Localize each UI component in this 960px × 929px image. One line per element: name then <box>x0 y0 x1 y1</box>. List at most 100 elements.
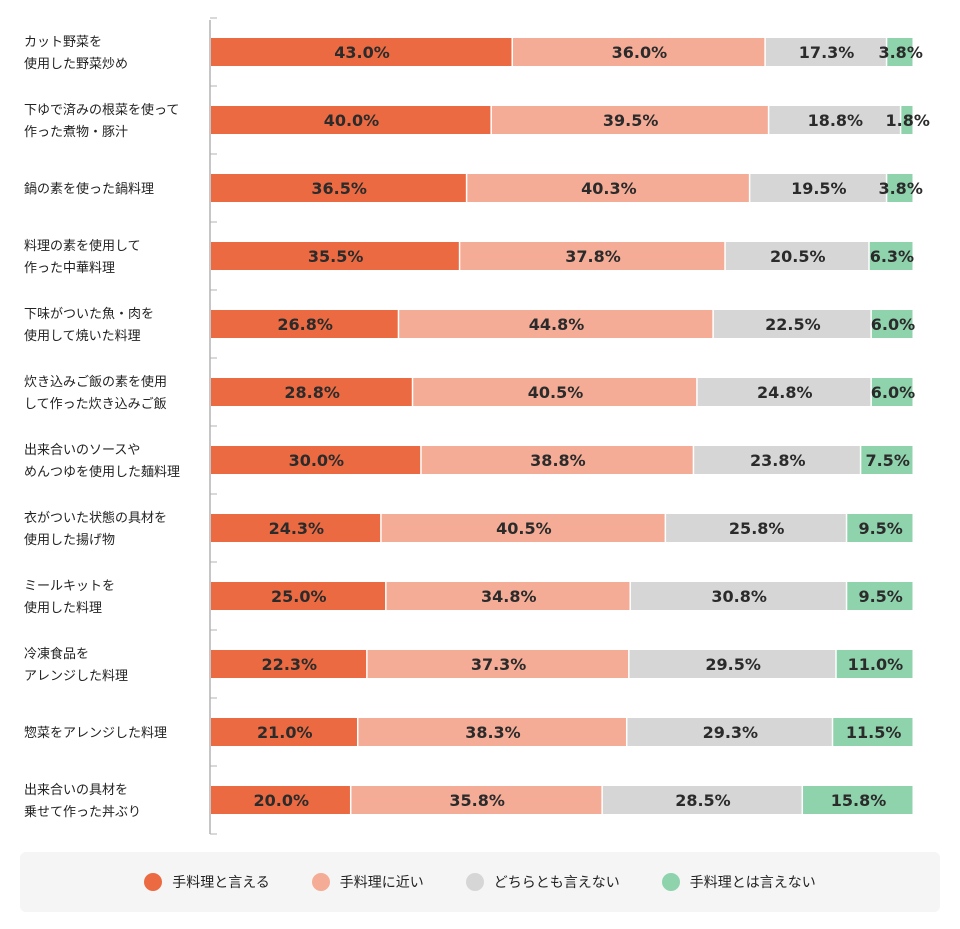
data-label: 7.5% <box>865 451 909 470</box>
data-label: 21.0% <box>257 723 313 742</box>
bar-segment <box>836 650 913 678</box>
data-label: 1.8% <box>885 111 929 130</box>
bar-segment <box>750 174 886 202</box>
bar-segment <box>413 378 697 406</box>
bar-segment <box>694 446 860 474</box>
bar-segment <box>421 446 693 474</box>
bar-segment <box>211 378 412 406</box>
data-label: 11.5% <box>846 723 902 742</box>
data-label: 20.5% <box>770 247 826 266</box>
bar-segment <box>847 514 913 542</box>
data-label: 35.8% <box>449 791 505 810</box>
data-label: 35.5% <box>308 247 364 266</box>
bar-segment <box>861 446 913 474</box>
category-label: 惣菜をアレンジした料理 <box>24 726 167 741</box>
data-label: 6.3% <box>870 247 914 266</box>
bar-segment <box>512 38 765 66</box>
bar-segment <box>211 446 421 474</box>
legend-item: 手料理と言える <box>144 872 270 892</box>
data-label: 37.3% <box>471 655 527 674</box>
bar-segment <box>211 38 512 66</box>
data-label: 23.8% <box>750 451 806 470</box>
bar-segment <box>725 242 869 270</box>
chart-area: カット野菜を使用した野菜炒め 43.0% 36.0% 17.3% 3.8% 下ゆで済みの根… <box>24 17 930 835</box>
bar-segment <box>351 786 602 814</box>
bar-segment <box>765 38 886 66</box>
bar-segment <box>381 514 665 542</box>
data-label: 25.0% <box>271 587 327 606</box>
legend: 手料理と言える 手料理に近い どちらとも言えない 手料理とは言えない <box>20 852 940 912</box>
bar-segment <box>367 650 629 678</box>
bar-segment <box>211 718 357 746</box>
legend-item: どちらとも言えない <box>465 872 620 892</box>
bar-segment <box>697 378 871 406</box>
legend-item: 手料理とは言えない <box>661 872 816 892</box>
stacked-bar-chart: カット野菜を使用した野菜炒め 43.0% 36.0% 17.3% 3.8% 下ゆで済みの根… <box>24 17 930 835</box>
legend-swatch <box>661 873 680 891</box>
data-label: 19.5% <box>791 179 847 198</box>
data-label: 26.8% <box>277 315 333 334</box>
bar-segment <box>399 310 713 338</box>
legend-item: 手料理に近い <box>311 872 424 892</box>
data-label: 37.8% <box>565 247 621 266</box>
bar-segment <box>901 106 913 134</box>
bar-segment <box>627 718 832 746</box>
data-label: 28.8% <box>284 383 340 402</box>
data-label: 40.3% <box>581 179 637 198</box>
category-label: 鍋の素を使った鍋料理 <box>24 181 154 197</box>
category-label: 下ゆで済みの根菜を使って作った煮物・豚汁 <box>24 102 179 140</box>
legend-label: 手料理に近い <box>339 875 424 891</box>
data-label: 40.5% <box>496 519 552 538</box>
bar-segment <box>833 718 913 746</box>
legend-swatch <box>465 873 484 891</box>
bar-segment <box>386 582 630 610</box>
data-label: 28.5% <box>675 791 731 810</box>
category-label: 料理の素を使用して作った中華料理 <box>24 238 141 276</box>
bar-segment <box>803 786 913 814</box>
data-label: 30.0% <box>289 451 345 470</box>
data-label: 17.3% <box>799 43 855 62</box>
data-label: 3.8% <box>878 43 922 62</box>
category-label: 下味がついた魚・肉を使用して焼いた料理 <box>24 307 154 344</box>
bar-segment <box>211 106 491 134</box>
bar-segment <box>211 242 459 270</box>
data-label: 39.5% <box>603 111 659 130</box>
data-label: 18.8% <box>808 111 864 130</box>
data-label: 30.8% <box>711 587 767 606</box>
category-label: 炊き込みご飯の素を使用して作った炊き込みご飯 <box>24 374 167 412</box>
data-label: 25.8% <box>729 519 785 538</box>
data-label: 38.3% <box>465 723 521 742</box>
bar-segment <box>887 174 913 202</box>
bar-segment <box>630 582 846 610</box>
bar-segment <box>460 242 725 270</box>
data-label: 6.0% <box>871 383 915 402</box>
bar-segment <box>211 786 350 814</box>
data-label: 11.0% <box>848 655 904 674</box>
bar-segment <box>211 650 367 678</box>
data-label: 36.5% <box>311 179 367 198</box>
data-label: 24.8% <box>757 383 813 402</box>
bar-segment <box>211 582 386 610</box>
bar-segment <box>629 650 836 678</box>
bar-segment <box>211 310 398 338</box>
data-label: 38.8% <box>530 451 586 470</box>
bar-segment <box>769 106 900 134</box>
bar-segment <box>871 310 913 338</box>
data-label: 40.5% <box>528 383 584 402</box>
data-label: 22.3% <box>262 655 318 674</box>
category-label: 衣がついた状態の具材を使用した揚げ物 <box>24 510 167 548</box>
bar-segment <box>869 242 913 270</box>
data-label: 24.3% <box>269 519 325 538</box>
bar-segment <box>467 174 749 202</box>
bar-segment <box>713 310 871 338</box>
bar-segment <box>847 582 913 610</box>
bar-segment <box>211 514 381 542</box>
data-label: 29.5% <box>705 655 761 674</box>
legend-swatch <box>144 873 163 891</box>
category-label: 冷凍食品をアレンジした料理 <box>24 646 128 684</box>
category-label: ミールキットを使用した料理 <box>24 579 115 616</box>
category-label: 出来合いの具材を乗せて作った丼ぶり <box>24 783 141 820</box>
data-label: 9.5% <box>858 519 902 538</box>
data-label: 43.0% <box>334 43 390 62</box>
legend-label: どちらとも言えない <box>493 875 620 891</box>
